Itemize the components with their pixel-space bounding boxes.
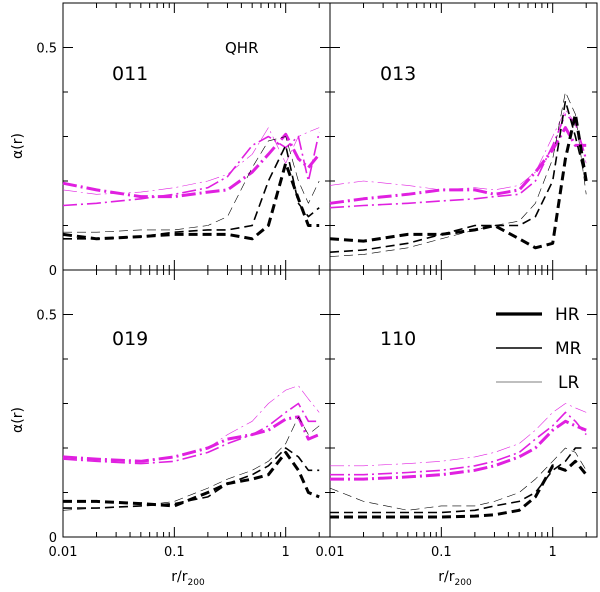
series-line-magenta-medium — [329, 113, 587, 209]
x-tick-label: 0.01 — [49, 545, 78, 560]
svg-text:r/r200: r/r200 — [438, 569, 472, 588]
legend-label-mr: MR — [555, 339, 582, 359]
series-line-black-medium — [330, 447, 587, 514]
series-line-black-thin — [329, 447, 587, 511]
series-line-magenta-thick — [330, 419, 587, 481]
series-line-magenta-thin — [329, 109, 587, 191]
panel-011: 0 0.5 011 — [36, 2, 331, 279]
y-axis-title-top: α(r) — [10, 133, 26, 159]
legend: HR MR LR — [496, 305, 582, 393]
y-tick-label: 0.5 — [36, 42, 57, 57]
series-line-magenta-medium — [62, 131, 320, 207]
series-line-black-medium — [329, 100, 587, 253]
qhr-annotation: QHR — [225, 39, 259, 57]
y-tick-label: 0 — [49, 531, 57, 546]
series-line-black-thick — [330, 459, 588, 519]
y-tick-label: 0 — [49, 264, 57, 279]
series-line-black-thin — [329, 91, 587, 257]
x-tick-label: 1 — [549, 545, 557, 560]
panel-id-label: 011 — [112, 63, 148, 85]
series-line-magenta-thick — [329, 126, 587, 205]
x-tick-label: 0.01 — [316, 545, 345, 560]
panel-id-label: 110 — [380, 328, 416, 350]
panel-013: 013 — [329, 2, 598, 271]
panel-019: 0 0.5 0.01 0.1 1 019 — [36, 269, 331, 560]
panel-id-label: 019 — [112, 328, 148, 350]
series-line-magenta-medium — [330, 411, 587, 476]
x-tick-label: 1 — [282, 545, 290, 560]
x-tick-label: 0.1 — [431, 545, 452, 560]
panel-id-label: 013 — [380, 63, 416, 85]
series-line-magenta-thin — [330, 403, 587, 467]
y-axis-title-bottom: α(r) — [10, 407, 26, 433]
panel-frame — [62, 269, 331, 538]
series-line-magenta-thick — [62, 132, 321, 199]
series-line-black-thin — [63, 136, 320, 233]
series-line-black-thin — [62, 416, 320, 511]
x-tick-label: 0.1 — [164, 545, 185, 560]
panel-110: 0.01 0.1 1 110 — [316, 269, 598, 560]
series-line-black-thick — [329, 112, 588, 250]
series-line-magenta-thick — [62, 415, 320, 463]
series-line-magenta-thin — [62, 127, 320, 195]
y-tick-label: 0.5 — [36, 309, 57, 324]
x-axis-title-left: r/r200 — [171, 569, 205, 588]
series-line-black-thick — [63, 450, 320, 508]
legend-label-lr: LR — [558, 373, 579, 393]
series-line-black-medium — [63, 144, 320, 240]
svg-text:r/r200: r/r200 — [171, 569, 205, 588]
legend-label-hr: HR — [555, 305, 580, 325]
series-line-magenta-medium — [62, 402, 320, 465]
x-axis-title-right: r/r200 — [438, 569, 472, 588]
